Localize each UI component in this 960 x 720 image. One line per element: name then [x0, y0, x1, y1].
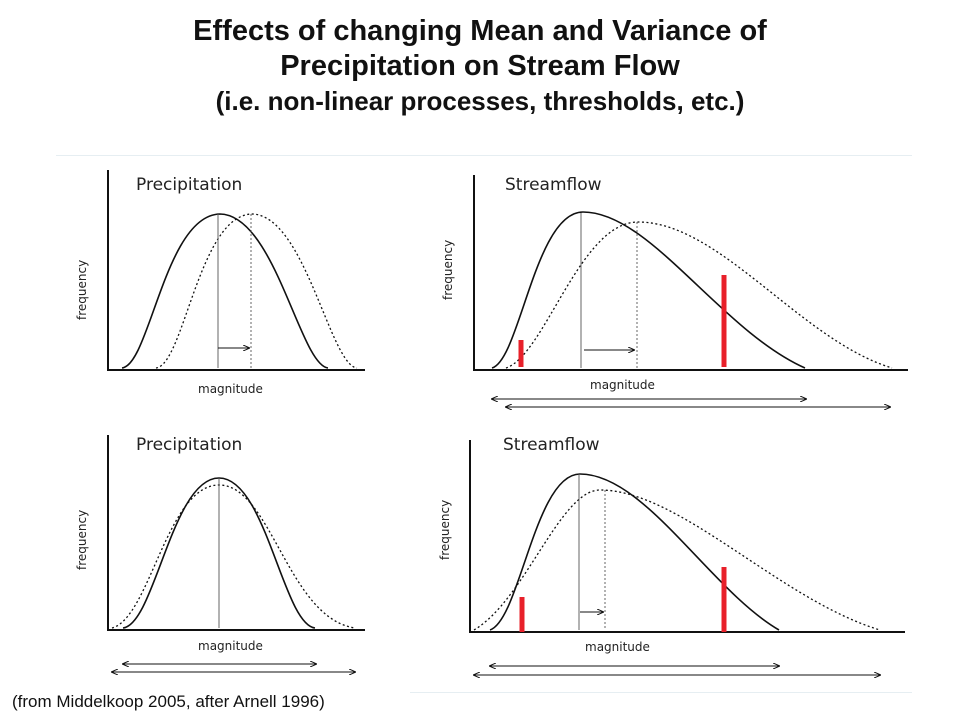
original-distribution [121, 213, 329, 369]
panel-streamflow-mean: Streamflow frequency magnitude [441, 175, 908, 407]
slide-title: Effects of changing Mean and Variance of… [0, 14, 960, 118]
panel-precip-variance: Precipitation frequency magnitude [75, 435, 365, 672]
top-divider [56, 155, 912, 156]
panel-title: Streamflow [503, 435, 600, 455]
y-axis-label: frequency [75, 260, 89, 320]
y-axis-label: frequency [438, 500, 452, 560]
title-line-2: Precipitation on Stream Flow [280, 50, 680, 82]
bottom-divider [410, 692, 912, 693]
x-axis-label: magnitude [585, 640, 650, 654]
x-axis-label: magnitude [198, 639, 263, 653]
axes [473, 175, 908, 371]
y-axis-label: frequency [441, 240, 455, 300]
x-axis-label: magnitude [590, 378, 655, 392]
title-line-3: (i.e. non-linear processes, thresholds, … [215, 86, 745, 116]
source-caption: (from Middelkoop 2005, after Arnell 1996… [12, 692, 325, 711]
panel-precip-mean: Precipitation frequency magnitude [75, 170, 365, 396]
wider-distribution [111, 484, 356, 629]
panel-title: Streamflow [505, 175, 602, 195]
panel-title: Precipitation [136, 435, 242, 455]
panel-title: Precipitation [136, 175, 242, 195]
panel-streamflow-variance: Streamflow frequency magnitude [438, 435, 905, 675]
title-line-1: Effects of changing Mean and Variance of [193, 15, 767, 47]
axes [107, 435, 365, 631]
axes [107, 170, 365, 371]
shifted-distribution [505, 221, 893, 369]
original-distribution [491, 211, 806, 369]
wider-distribution [473, 489, 881, 631]
y-axis-label: frequency [75, 510, 89, 570]
axes [469, 440, 905, 633]
x-axis-label: magnitude [198, 382, 263, 396]
original-distribution [489, 473, 780, 631]
shifted-distribution [155, 213, 358, 369]
